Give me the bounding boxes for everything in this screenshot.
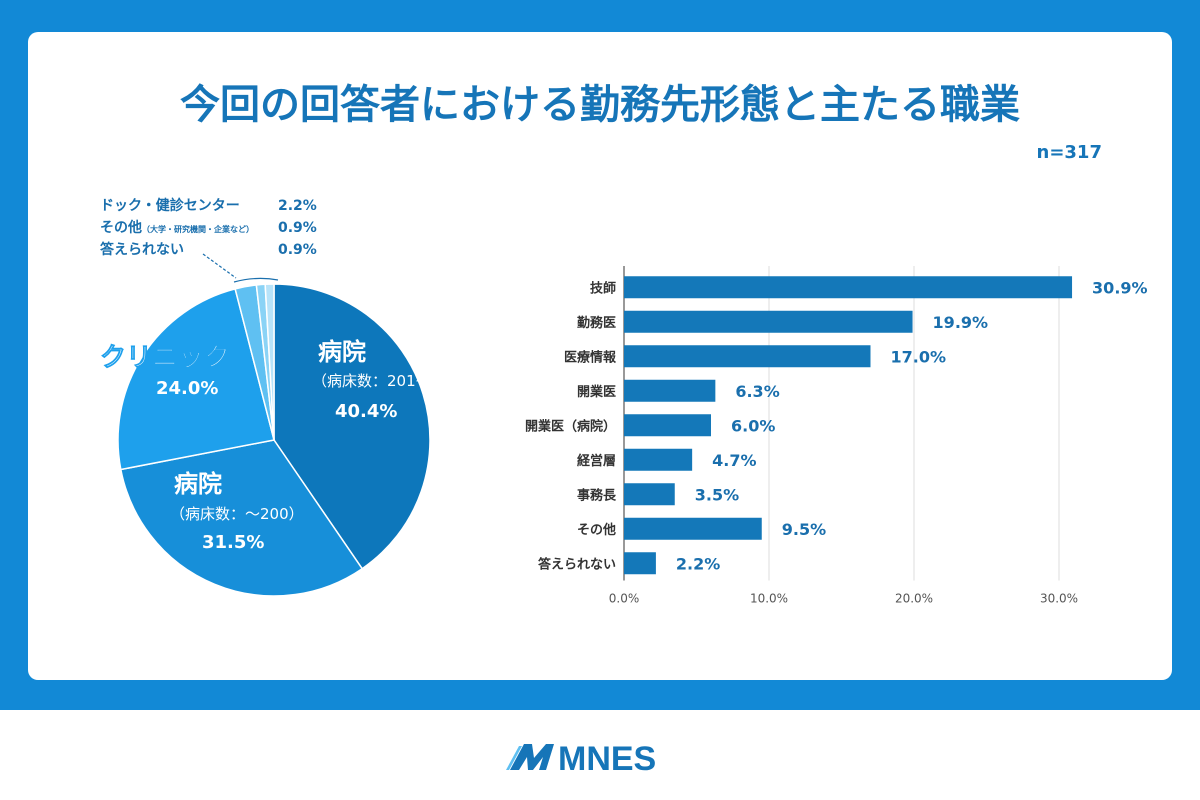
pie-slice-5	[264, 283, 275, 441]
sample-size-label: n=317	[1036, 142, 1102, 163]
bar-1	[624, 310, 913, 333]
bar-value-label: 3.5%	[695, 485, 739, 504]
pie-label-name: ドック・健診センター	[100, 197, 240, 214]
bar-chart: 0.0% 10.0% 20.0% 30.0% 技師 30.9% 勤務医 19.9% 医療情報 17…	[525, 266, 1148, 606]
pie-label-value: 0.9%	[278, 220, 317, 236]
logo-text: MNES	[558, 740, 656, 778]
bar-4	[624, 414, 711, 437]
bar-value-label: 19.9%	[933, 313, 989, 332]
category-label: 医療情報	[564, 349, 617, 365]
x-tick-label: 0.0%	[609, 592, 640, 606]
pie-label-sub: （大学・研究機関・企業など）	[142, 224, 254, 234]
pie-label-sub: （病床数：201〜）	[312, 372, 446, 390]
bar-0	[624, 276, 1073, 299]
pie-label-name: クリニック	[100, 343, 230, 373]
pie-label-name: 答えられない	[100, 241, 184, 258]
mnes-logo: MNES	[506, 740, 656, 778]
pie-labels: 病院 （病床数：201〜） 40.4% 病院 （病床数：〜200） 31.5% クリニック 2…	[100, 197, 446, 553]
pie-chart	[117, 283, 431, 597]
category-label: その他	[577, 522, 616, 538]
footer: MNES	[0, 710, 1200, 800]
bar-value-label: 6.3%	[735, 382, 779, 401]
charts-svg: 病院 （病床数：201〜） 40.4% 病院 （病床数：〜200） 31.5% クリニック 2…	[100, 197, 1148, 606]
bar-value-label: 9.5%	[782, 520, 826, 539]
x-tick-label: 30.0%	[1040, 592, 1078, 606]
bar-6	[624, 483, 675, 506]
pie-label-value: 0.9%	[278, 242, 317, 258]
category-label: 開業医（病院）	[525, 418, 616, 434]
category-label: 開業医	[577, 384, 616, 400]
pie-label-value: 40.4%	[335, 401, 397, 422]
bar-value-label: 30.9%	[1092, 278, 1148, 297]
bar-3	[624, 379, 716, 402]
pie-leader-line	[202, 253, 237, 279]
bar-5	[624, 448, 693, 471]
pie-label-name: 病院	[318, 338, 366, 366]
x-tick-label: 20.0%	[895, 592, 933, 606]
pie-slice-1	[119, 439, 364, 597]
category-label: 答えられない	[538, 556, 616, 572]
pie-label-other: その他（大学・研究機関・企業など）	[100, 219, 254, 236]
pie-label-name: 病院	[174, 470, 222, 498]
chart-card: 今回の回答者における勤務先形態と主たる職業 n=317 病院 （病床数：201〜）…	[28, 32, 1172, 680]
category-label: 事務長	[577, 487, 617, 503]
bar-value-label: 17.0%	[891, 347, 947, 366]
category-label: 勤務医	[577, 315, 616, 331]
bar-8	[624, 552, 656, 575]
category-label: 経営層	[577, 453, 616, 469]
pie-minor-bracket	[233, 277, 279, 283]
bar-2	[624, 345, 871, 368]
pie-slice-2	[117, 287, 275, 471]
pie-label-value: 2.2%	[278, 198, 317, 214]
bar-value-label: 2.2%	[676, 554, 720, 573]
bar-value-label: 4.7%	[712, 451, 756, 470]
pie-slice-0	[273, 283, 431, 570]
bar-value-label: 6.0%	[731, 416, 775, 435]
pie-label-value: 24.0%	[156, 378, 218, 399]
x-tick-label: 10.0%	[750, 592, 788, 606]
pie-label-sub: （病床数：〜200）	[170, 505, 304, 523]
pie-label-value: 31.5%	[202, 532, 264, 553]
category-label: 技師	[590, 280, 616, 296]
pie-label-name: その他	[100, 219, 142, 236]
page-title: 今回の回答者における勤務先形態と主たる職業	[180, 82, 1020, 128]
bar-7	[624, 517, 762, 540]
